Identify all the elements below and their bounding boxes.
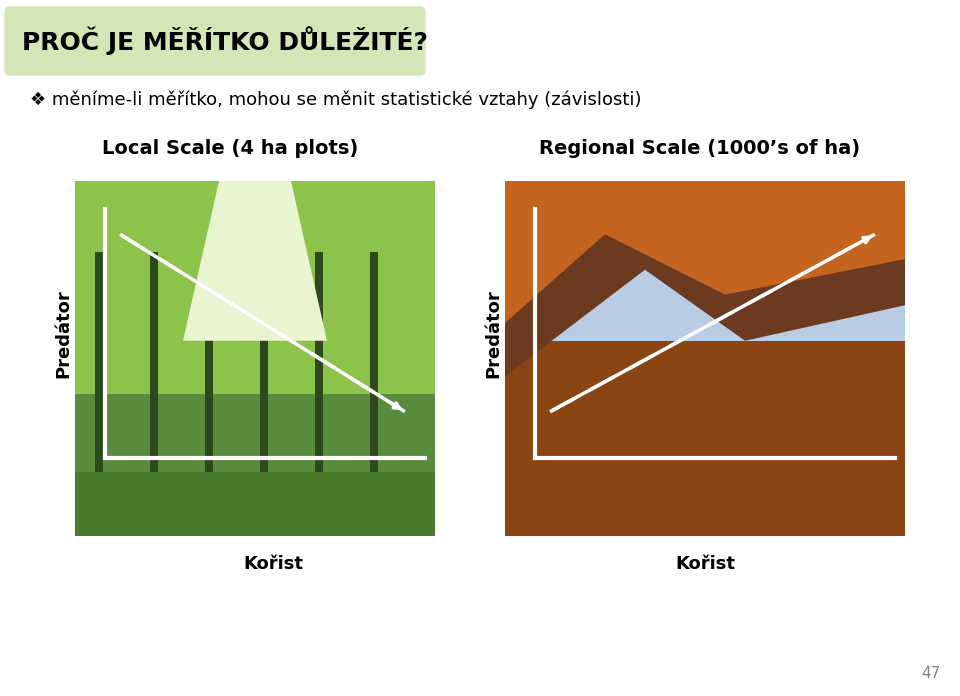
Polygon shape <box>183 181 327 341</box>
Bar <box>205 252 213 536</box>
Text: Predátor: Predátor <box>54 290 72 378</box>
Text: ❖ měníme-li měřítko, mohou se měnit statistické vztahy (závislosti): ❖ měníme-li měřítko, mohou se měnit stat… <box>30 90 641 109</box>
Bar <box>505 181 905 341</box>
Text: Predátor: Predátor <box>484 290 502 378</box>
Text: Kořist: Kořist <box>675 555 735 573</box>
Bar <box>95 252 103 536</box>
FancyBboxPatch shape <box>5 7 425 75</box>
Bar <box>505 181 905 536</box>
Bar <box>75 181 435 394</box>
Bar <box>370 252 378 536</box>
Text: 47: 47 <box>921 666 940 681</box>
Bar <box>260 252 268 536</box>
Text: Local Scale (4 ha plots): Local Scale (4 ha plots) <box>102 139 358 157</box>
Bar <box>75 472 435 536</box>
Text: Regional Scale (1000’s of ha): Regional Scale (1000’s of ha) <box>540 139 860 157</box>
Text: Kořist: Kořist <box>243 555 303 573</box>
Bar <box>315 252 323 536</box>
Bar <box>150 252 158 536</box>
Bar <box>75 181 435 536</box>
Text: PROČ JE MĚŘÍTKO DŮLEŽITÉ?: PROČ JE MĚŘÍTKO DŮLEŽITÉ? <box>22 26 428 56</box>
Polygon shape <box>505 181 905 323</box>
Polygon shape <box>505 181 905 377</box>
